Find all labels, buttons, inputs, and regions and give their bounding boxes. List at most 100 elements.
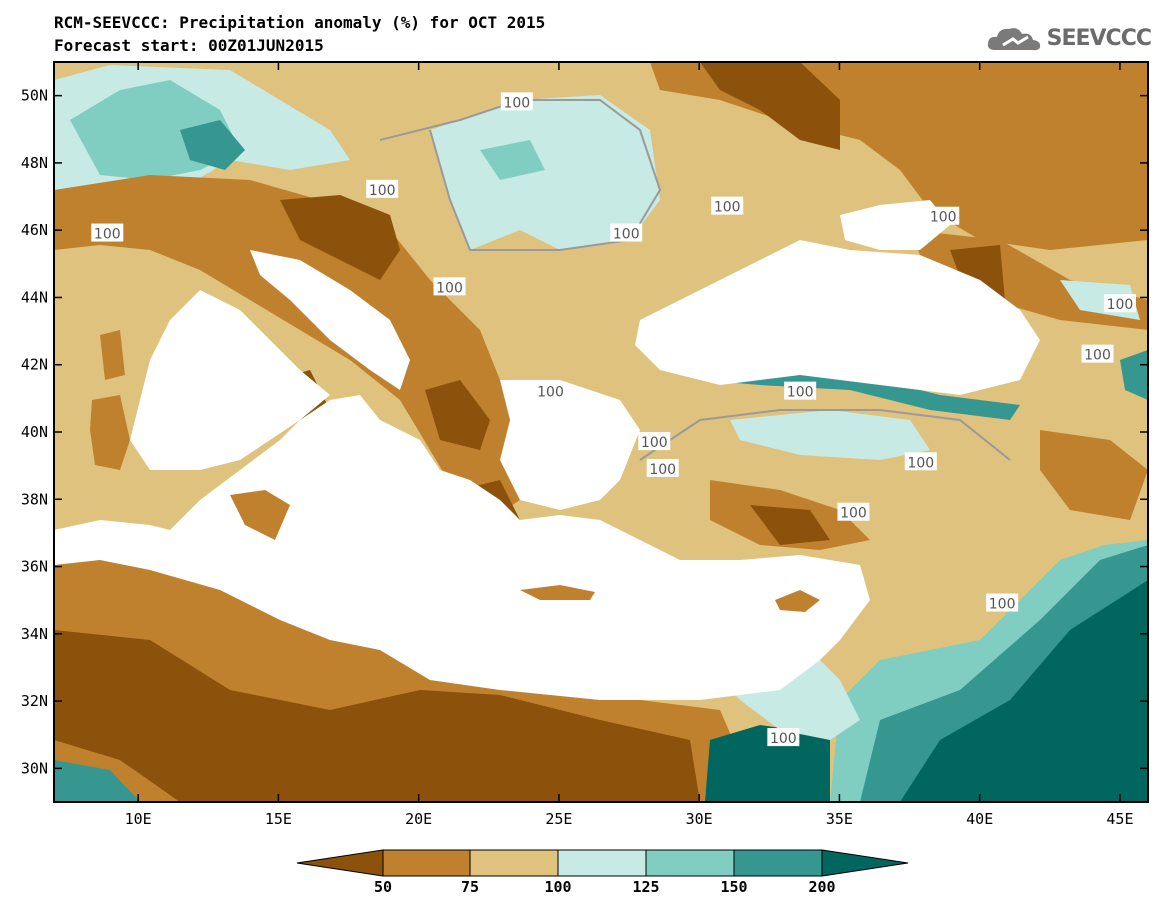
y-tick-label: 30N (21, 759, 48, 777)
adriatic-sea (250, 250, 410, 390)
colorbar-segment (382, 849, 471, 877)
contour-label: 100 (1107, 297, 1134, 313)
libya-below-50 (54, 630, 700, 802)
contour-label: 100 (714, 200, 741, 216)
x-tick-label: 10E (125, 810, 152, 828)
greece-north-below-50 (425, 380, 490, 450)
colorbar-label: 100 (544, 878, 571, 896)
italy-balkans-50-75 (54, 175, 520, 520)
x-tick-label: 20E (405, 810, 432, 828)
contour-labels: 100 100 100 100 100 100 100 100 100 100 100 100 100 1… (91, 92, 1136, 747)
eastern-turkey-50-75 (1040, 430, 1148, 520)
contour-label: 100 (930, 210, 957, 226)
map-title: RCM-SEEVCCC: Precipitation anomaly (%) f… (54, 13, 546, 32)
sea-of-azov (840, 200, 950, 250)
contour-label-box (927, 206, 960, 225)
middle-east-above-200 (900, 580, 1148, 802)
y-tick-label: 38N (21, 490, 48, 508)
colorbar-label: 125 (632, 878, 659, 896)
colorbar: 50 75 100 125 150 200 (296, 849, 909, 896)
cloud-icon (987, 28, 1040, 51)
contour-label: 100 (787, 385, 814, 401)
y-tick-label: 32N (21, 692, 48, 710)
sardinia (90, 395, 130, 470)
dinaric-below-50 (280, 195, 400, 280)
carpathians-125-150 (480, 140, 545, 180)
sicily (230, 490, 290, 540)
volga-50-75 (940, 62, 1148, 210)
contour-label-box (1081, 344, 1114, 363)
contour-label-box (91, 223, 124, 242)
tyrrhenian-sea (130, 290, 330, 470)
contour-label: 100 (94, 227, 121, 243)
x-tick-label: 35E (826, 810, 853, 828)
contour-line-100 (379, 99, 662, 251)
crete (520, 585, 595, 600)
y-tick-label: 42N (21, 356, 48, 374)
contour-label: 100 (369, 183, 396, 199)
logo-text: SEEVCCC (1046, 25, 1152, 51)
contour-label-box (837, 502, 870, 521)
taurus-below-50 (750, 505, 830, 545)
colorbar-segment (645, 849, 735, 877)
y-tick-label: 50N (21, 87, 48, 105)
contour-label-box (366, 179, 399, 198)
cyprus (775, 590, 820, 612)
contour-label: 100 (436, 280, 463, 296)
aegean-sea (500, 380, 640, 510)
y-tick-label: 40N (21, 423, 48, 441)
contour-label: 100 (840, 506, 867, 522)
colorbar-segment (821, 849, 909, 877)
colorbar-label: 150 (720, 878, 747, 896)
contour-label-box (711, 196, 744, 215)
colorbar-label: 50 (374, 878, 392, 896)
y-tick-label: 36N (21, 558, 48, 576)
x-tick-label: 40E (966, 810, 993, 828)
contour-label-box (1103, 294, 1136, 313)
contour-label-box (534, 381, 567, 400)
contour-label-box (904, 452, 937, 471)
contour-label: 100 (503, 95, 530, 111)
contour-label-box (767, 728, 800, 747)
contour-label: 100 (649, 462, 676, 478)
y-tick-label: 34N (21, 625, 48, 643)
colorbar-segment (469, 849, 559, 877)
contour-label: 100 (770, 731, 797, 747)
contour-label-box (500, 92, 533, 111)
x-tick-label: 25E (545, 810, 572, 828)
anatolia-plateau-100-125 (730, 410, 930, 460)
central-europe-150-200 (180, 120, 245, 170)
logo: SEEVCCC (985, 22, 1152, 54)
contour-label-box (433, 277, 466, 296)
colorbar-segment (296, 849, 384, 877)
y-tick-label: 46N (21, 221, 48, 239)
contour-label: 100 (537, 385, 564, 401)
corsica (100, 330, 125, 380)
contour-label: 100 (989, 597, 1016, 613)
contour-label-box (784, 381, 817, 400)
colorbar-label: 75 (461, 878, 479, 896)
contour-line-100 (639, 409, 1011, 461)
contour-label-box (986, 593, 1019, 612)
black-sea (635, 240, 1040, 395)
carpathians-100-125 (430, 95, 660, 250)
contour-label: 100 (613, 227, 640, 243)
forecast-start-label: Forecast start: 00Z01JUN2015 (54, 36, 324, 55)
caspian-coast-150-200 (1120, 350, 1148, 400)
y-tick-label: 48N (21, 154, 48, 172)
x-tick-label: 45E (1106, 810, 1133, 828)
mediterranean-sea (54, 395, 870, 700)
pontic-coast-150-200 (700, 370, 1020, 420)
ukraine-below-50 (700, 62, 840, 150)
colorbar-label: 200 (808, 878, 835, 896)
axis-ticks: 10E 15E 20E 25E 30E 35E 40E 45E 50N 48N 46N 44N 42N 4… (21, 62, 1148, 828)
contour-label-box (646, 459, 679, 477)
colorbar-segment (557, 849, 647, 877)
y-tick-label: 44N (21, 288, 48, 306)
contour-label-box (610, 223, 643, 242)
contour-label: 100 (907, 455, 934, 471)
contour-label: 100 (1084, 348, 1111, 364)
contour-label-box (638, 432, 671, 451)
contour-label: 100 (641, 435, 668, 451)
